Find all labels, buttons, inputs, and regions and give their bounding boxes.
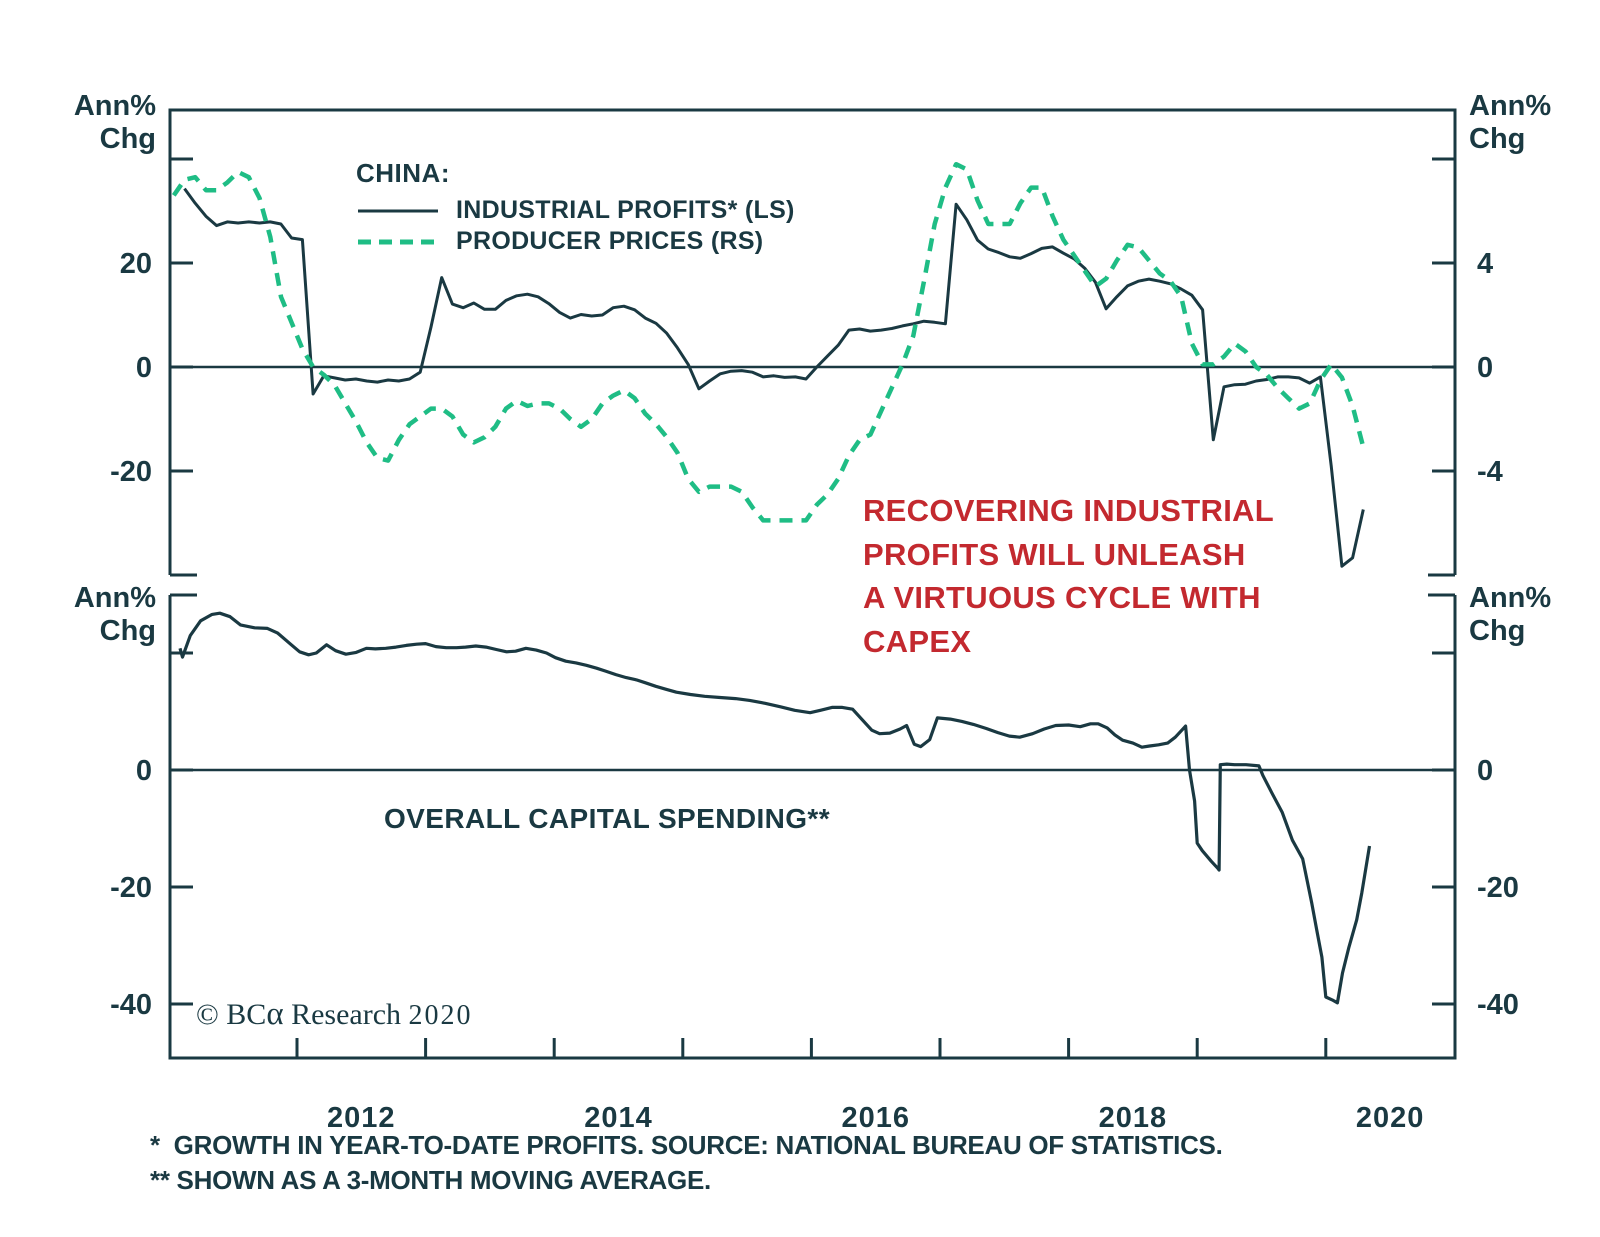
annotation-line: RECOVERING INDUSTRIAL xyxy=(863,493,1275,528)
x-year-label: 2018 xyxy=(1099,1102,1168,1134)
copyright-suffix: Research xyxy=(283,998,402,1031)
legend-item-industrial-profits: INDUSTRIAL PROFITS* (LS) xyxy=(358,196,795,225)
legend-title: CHINA: xyxy=(356,158,450,188)
y-tick-label: 0 xyxy=(136,352,152,384)
y-tick-label: 0 xyxy=(1477,352,1493,384)
axis-unit-line1: Ann% xyxy=(1469,582,1552,614)
axis-unit-line2: Chg xyxy=(99,123,156,155)
y-tick-label: -40 xyxy=(110,989,152,1021)
y-tick-label: -20 xyxy=(110,456,152,488)
top-left-axis-unit: Ann% Chg xyxy=(60,90,156,156)
copyright-prefix: © BC xyxy=(196,998,267,1031)
bottom-left-axis-unit: Ann% Chg xyxy=(60,582,156,648)
legend-item-producer-prices: PRODUCER PRICES (RS) xyxy=(358,227,763,256)
copyright: © BCα Research 2020 xyxy=(196,996,473,1033)
x-year-label: 2014 xyxy=(584,1102,653,1134)
y-tick-label: 0 xyxy=(1477,755,1493,787)
axis-unit-line2: Chg xyxy=(99,615,156,647)
y-tick-label: -40 xyxy=(1477,989,1519,1021)
capex-series-label: OVERALL CAPITAL SPENDING** xyxy=(384,803,831,834)
annotation-line: CAPEX xyxy=(863,623,972,659)
x-year-label: 2012 xyxy=(327,1102,396,1134)
bottom-right-axis-unit: Ann% Chg xyxy=(1469,582,1579,648)
footnote-2: ** SHOWN AS A 3-MONTH MOVING AVERAGE. xyxy=(150,1165,711,1195)
y-tick-label: -20 xyxy=(110,872,152,904)
bca-alpha-glyph: α xyxy=(266,996,284,1032)
copyright-year: 2020 xyxy=(408,1000,473,1031)
y-tick-label: 4 xyxy=(1477,248,1493,280)
top-right-axis-unit: Ann% Chg xyxy=(1469,90,1579,156)
solid-line-sample-icon xyxy=(358,209,438,213)
annotation-line: PROFITS WILL UNLEASH xyxy=(863,536,1246,572)
y-tick-label: 0 xyxy=(136,755,152,787)
footnote-1: * GROWTH IN YEAR-TO-DATE PROFITS. SOURCE… xyxy=(150,1130,1223,1160)
axis-unit-line2: Chg xyxy=(1469,615,1526,647)
x-year-label: 2016 xyxy=(841,1102,910,1134)
axis-unit-line1: Ann% xyxy=(1469,90,1552,122)
annotation-line: A VIRTUOUS CYCLE WITH xyxy=(863,580,1261,615)
y-tick-label: -4 xyxy=(1477,456,1503,488)
legend-item-label: PRODUCER PRICES (RS) xyxy=(456,227,764,255)
axis-unit-line1: Ann% xyxy=(73,582,156,614)
axis-unit-line1: Ann% xyxy=(73,90,156,122)
series-producer-prices-rs xyxy=(171,161,1366,523)
x-year-label: 2020 xyxy=(1356,1102,1425,1134)
y-tick-label: -20 xyxy=(1477,872,1519,904)
series-industrial-profits-ls xyxy=(183,187,1365,568)
legend-item-label: INDUSTRIAL PROFITS* (LS) xyxy=(456,196,795,224)
legend: CHINA: INDUSTRIAL PROFITS* (LS) PRODUCER… xyxy=(356,158,794,255)
annotation-text: RECOVERING INDUSTRIAL PROFITS WILL UNLEA… xyxy=(863,489,1274,663)
y-tick-label: 20 xyxy=(120,248,152,280)
dashed-line-sample-icon xyxy=(358,239,438,245)
axis-unit-line2: Chg xyxy=(1469,123,1526,155)
series-overall-capital-spending xyxy=(178,611,1372,1005)
